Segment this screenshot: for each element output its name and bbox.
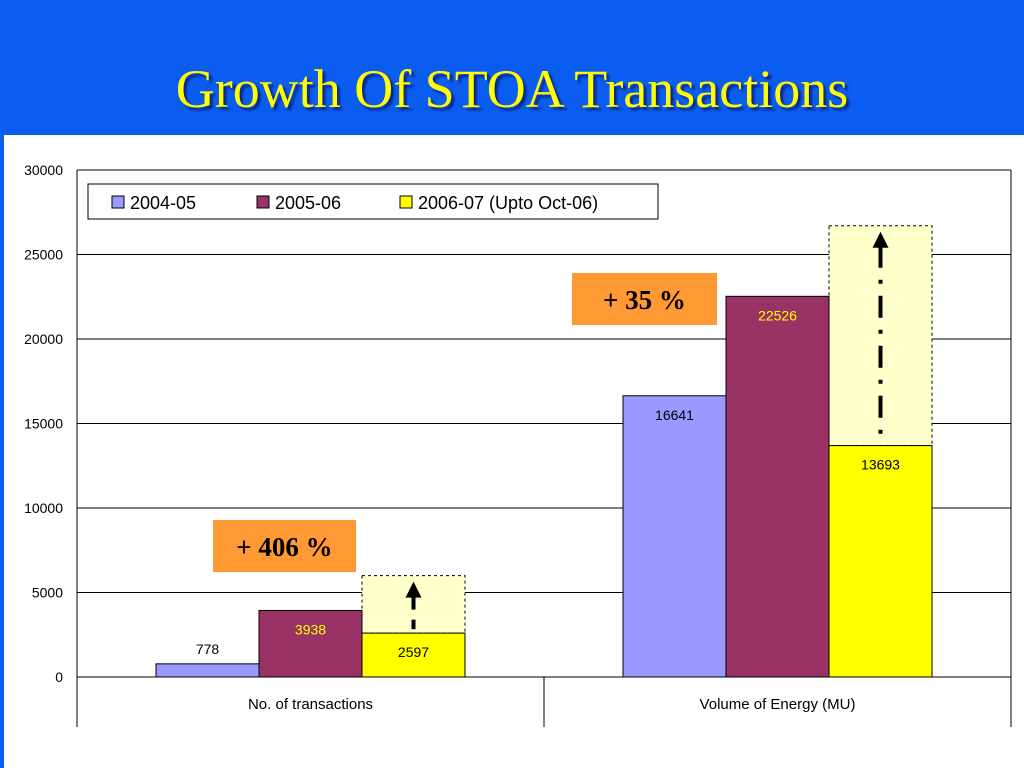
data-label: 22526: [758, 307, 797, 323]
growth-callout-text: + 35 %: [603, 285, 686, 315]
legend-label: 2005-06: [275, 193, 341, 213]
bar: [361, 632, 466, 678]
y-tick-label: 30000: [24, 162, 63, 178]
legend-label: 2006-07 (Upto Oct-06): [418, 193, 598, 213]
slide-header: [0, 0, 1024, 135]
growth-arrow-head: [872, 231, 889, 248]
y-tick-label: 15000: [24, 416, 63, 432]
legend-swatch: [111, 195, 125, 209]
data-label: 13693: [861, 457, 900, 473]
bar: [258, 609, 363, 678]
left-accent-bar: [0, 135, 4, 768]
growth-arrow-head: [405, 581, 422, 598]
y-tick-label: 20000: [24, 331, 63, 347]
x-category-label: Volume of Energy (MU): [700, 696, 856, 713]
legend-label: 2004-05: [130, 193, 196, 213]
data-label: 2597: [398, 644, 429, 660]
growth-callout: [572, 273, 717, 325]
data-label: 16641: [655, 407, 694, 423]
y-tick-label: 0: [55, 669, 63, 685]
legend-swatch: [399, 195, 413, 209]
data-label: 3938: [295, 621, 326, 637]
legend-swatch: [256, 195, 270, 209]
data-label: 778: [196, 641, 220, 657]
stoa-growth-bar-chart: 0 5000 10000 15000 20000 25000 30000 778 3938 259…: [5, 143, 1020, 765]
y-tick-label: 10000: [24, 500, 63, 516]
legend: [87, 183, 659, 220]
bar: [828, 445, 933, 678]
bar: [622, 395, 727, 678]
bar: [155, 663, 260, 678]
y-tick-label: 25000: [24, 247, 63, 263]
growth-callout-text: + 406 %: [236, 532, 332, 562]
growth-callout: [213, 520, 356, 572]
y-tick-label: 5000: [32, 585, 63, 601]
bar: [725, 295, 830, 678]
x-category-label: No. of transactions: [248, 696, 373, 713]
slide-title: Growth Of STOA Transactions: [175, 59, 849, 119]
